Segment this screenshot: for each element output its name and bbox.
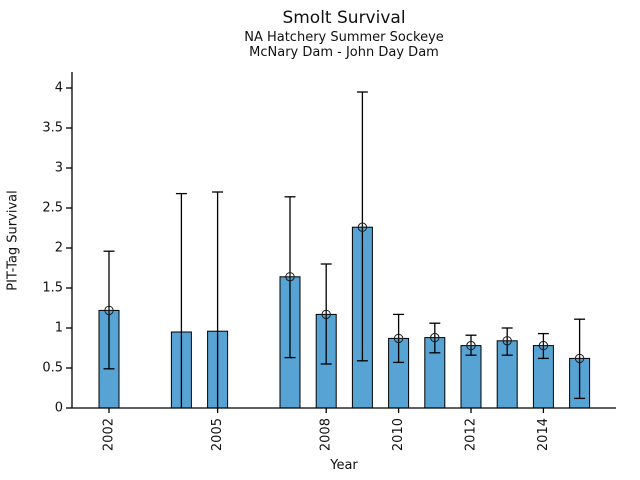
x-axis-label: Year	[330, 458, 358, 473]
chart-title: Smolt Survival	[282, 8, 406, 28]
x-tick-label-2002: 2002	[102, 418, 117, 451]
x-tick-label-2014: 2014	[536, 418, 551, 451]
y-tick-label-2: 2	[55, 241, 63, 256]
y-tick-label-3: 3	[55, 161, 63, 176]
x-tick-label-2010: 2010	[391, 418, 406, 451]
y-tick-label-0.5: 0.5	[42, 361, 63, 376]
y-tick-label-0: 0	[55, 401, 63, 416]
y-tick-label-4: 4	[55, 81, 63, 96]
x-tick-label-2008: 2008	[319, 418, 334, 451]
y-tick-label-3.5: 3.5	[42, 121, 63, 136]
y-tick-label-1.5: 1.5	[42, 281, 63, 296]
y-tick-label-2.5: 2.5	[42, 201, 63, 216]
y-tick-label-1: 1	[55, 321, 63, 336]
chart-subtitle-reach: McNary Dam - John Day Dam	[249, 45, 439, 60]
x-tick-label-2005: 2005	[210, 418, 225, 451]
x-tick-label-2012: 2012	[464, 418, 479, 451]
chart-subtitle-stock: NA Hatchery Summer Sockeye	[244, 30, 444, 45]
